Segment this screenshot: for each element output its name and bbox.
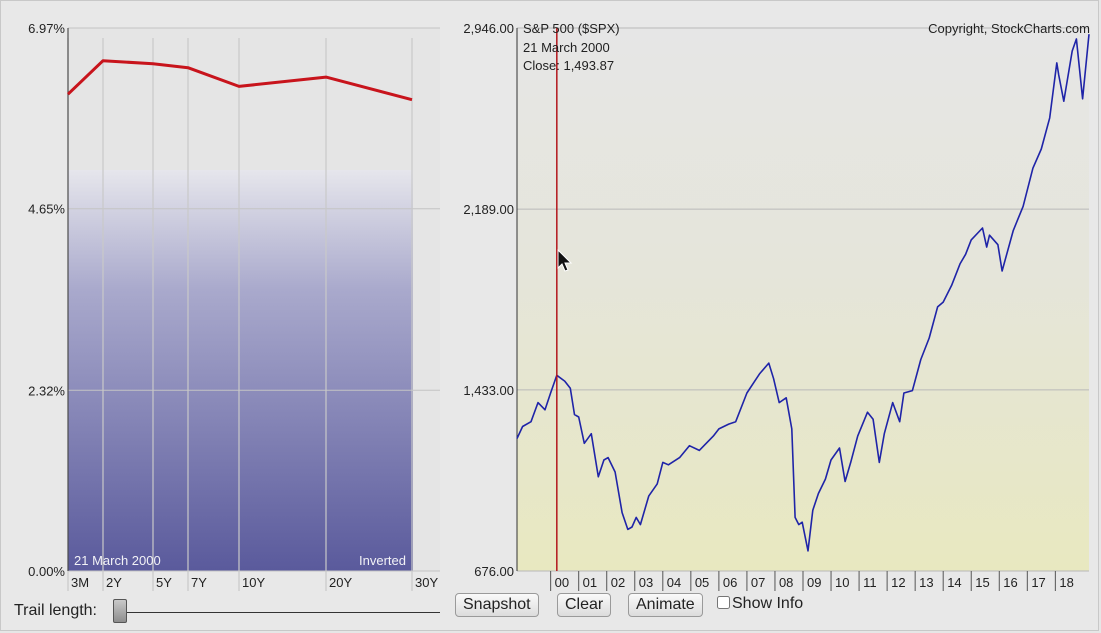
spx-x-tick-label: 10	[835, 575, 849, 590]
trail-length-label: Trail length:	[14, 602, 97, 619]
spx-x-tick-label: 15	[975, 575, 989, 590]
yield-x-tick-label: 3M	[71, 575, 89, 590]
spx-x-tick-label: 14	[947, 575, 961, 590]
yield-y-tick-label: 6.97%	[28, 21, 65, 36]
spx-x-tick-label: 00	[555, 575, 569, 590]
yield-curve-chart[interactable]: 6.97% 4.65% 2.32% 0.00% 3M 2Y 5Y 7Y 10Y 20Y 30Y 2…	[0, 0, 448, 595]
copyright-text: Copyright, StockCharts.com	[928, 21, 1090, 36]
marker-close-label: Close: 1,493.87	[523, 58, 614, 73]
yield-area-fill	[68, 170, 413, 571]
controls-bar: Trail length: Snapshot Clear Animate Sho…	[0, 590, 1101, 630]
spx-x-tick-label: 09	[807, 575, 821, 590]
spx-x-tick-label: 04	[667, 575, 681, 590]
spx-x-tick-label: 06	[723, 575, 737, 590]
spx-y-tick-label: 2,946.00	[463, 21, 514, 36]
spx-x-tick-label: 02	[611, 575, 625, 590]
show-info-toggle[interactable]: Show Info	[717, 595, 803, 613]
spx-x-tick-label: 05	[695, 575, 709, 590]
spx-y-tick-label: 2,189.00	[463, 202, 514, 217]
show-info-label: Show Info	[732, 595, 804, 612]
spx-title: S&P 500 ($SPX)	[523, 21, 620, 36]
trail-length-slider-thumb[interactable]	[113, 599, 127, 623]
snapshot-button[interactable]: Snapshot	[455, 593, 539, 617]
spx-y-tick-label: 1,433.00	[463, 383, 514, 398]
spx-x-tick-label: 18	[1059, 575, 1073, 590]
spx-x-tick-label: 13	[919, 575, 933, 590]
spx-y-tick-label: 676.00	[474, 564, 514, 579]
yield-inverted-label: Inverted	[359, 553, 406, 568]
yield-x-tick-label: 20Y	[329, 575, 352, 590]
yield-x-tick-label: 10Y	[242, 575, 265, 590]
yield-y-tick-label: 4.65%	[28, 202, 65, 217]
marker-date-label: 21 March 2000	[523, 40, 610, 55]
spx-chart[interactable]: 2,946.00 2,189.00 1,433.00 676.00 00 01 02 03 0…	[448, 0, 1098, 595]
spx-x-tick-label: 16	[1003, 575, 1017, 590]
show-info-checkbox[interactable]	[717, 596, 730, 609]
spx-plot-background	[517, 28, 1089, 571]
yield-date-label: 21 March 2000	[74, 553, 161, 568]
yield-x-tick-label: 2Y	[106, 575, 122, 590]
yield-y-tick-label: 0.00%	[28, 564, 65, 579]
yield-y-tick-label: 2.32%	[28, 383, 65, 398]
spx-x-tick-label: 17	[1031, 575, 1045, 590]
animate-button[interactable]: Animate	[628, 593, 703, 617]
spx-x-tick-label: 07	[751, 575, 765, 590]
spx-x-tick-label: 01	[583, 575, 597, 590]
trail-length-slider-track[interactable]	[122, 612, 440, 613]
yield-x-tick-label: 7Y	[191, 575, 207, 590]
yield-curve-line[interactable]	[66, 59, 413, 102]
yield-x-tick-label: 5Y	[156, 575, 172, 590]
spx-x-tick-label: 03	[639, 575, 653, 590]
clear-button[interactable]: Clear	[557, 593, 612, 617]
spx-x-tick-label: 11	[863, 575, 877, 590]
spx-x-tick-label: 08	[779, 575, 793, 590]
mouse-cursor-icon	[557, 248, 573, 272]
spx-x-tick-label: 12	[891, 575, 905, 590]
spx-price-line[interactable]	[516, 34, 1090, 552]
yield-x-tick-label: 30Y	[415, 575, 438, 590]
